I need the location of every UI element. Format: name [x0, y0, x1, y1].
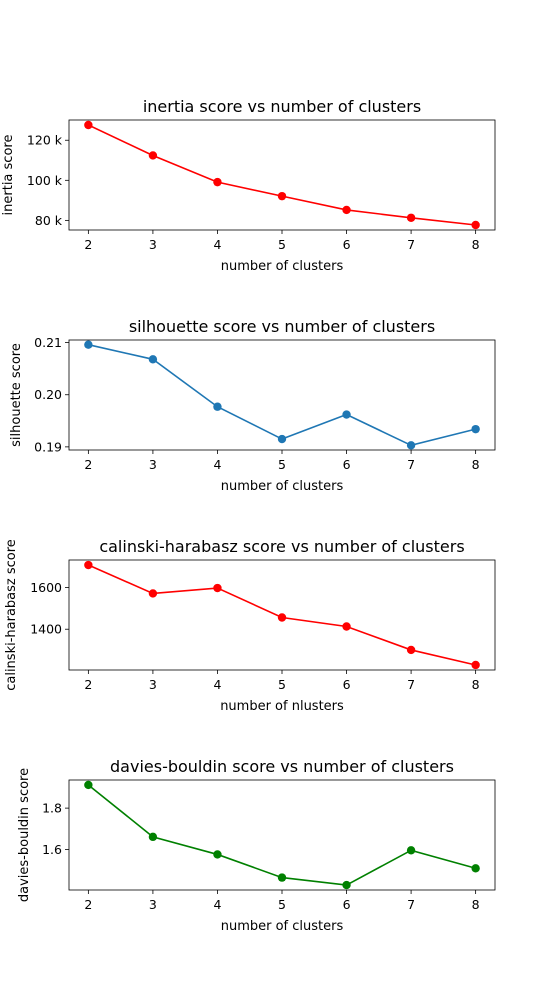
y-tick-label: 1.6: [42, 842, 62, 857]
x-tick-label: 5: [278, 457, 286, 472]
data-point: [342, 880, 351, 890]
data-point: [148, 151, 158, 160]
y-tick-label: 1400: [30, 622, 62, 637]
x-tick-label: 8: [472, 457, 480, 472]
x-tick-label: 7: [407, 457, 415, 472]
x-tick-label: 3: [149, 457, 157, 472]
plot-frame: [68, 339, 496, 451]
data-point: [277, 873, 287, 882]
data-point: [342, 622, 351, 631]
x-axis-label: number of clusters: [221, 479, 344, 494]
x-tick-label: 3: [149, 237, 157, 252]
data-point: [406, 213, 416, 222]
x-tick-label: 6: [343, 677, 351, 692]
data-point: [471, 660, 480, 670]
y-tick-label: 0.19: [34, 439, 62, 454]
x-tick-label: 8: [472, 897, 480, 912]
data-point: [213, 850, 222, 859]
x-tick-label: 8: [472, 677, 480, 692]
data-point: [84, 780, 93, 790]
x-tick-label: 4: [213, 677, 221, 692]
x-tick-label: 3: [149, 677, 157, 692]
plot-frame: [68, 559, 496, 671]
x-tick-label: 4: [213, 237, 221, 252]
y-axis-label: calinski-harabasz score: [4, 539, 19, 691]
y-tick-label: 0.20: [34, 387, 62, 402]
x-tick-label: 6: [343, 457, 351, 472]
data-point: [471, 220, 480, 230]
y-tick-label: 1.8: [42, 801, 62, 816]
series-line: [88, 124, 476, 226]
chart-title: davies-bouldin score vs number of cluste…: [110, 757, 454, 776]
data-point: [213, 402, 222, 411]
x-tick-label: 4: [213, 897, 221, 912]
data-point: [277, 613, 287, 622]
x-tick-label: 4: [213, 457, 221, 472]
data-point: [213, 583, 222, 593]
data-point: [148, 355, 158, 364]
plot-frame: [68, 779, 496, 891]
data-point: [277, 434, 287, 444]
x-tick-label: 7: [407, 237, 415, 252]
data-point: [148, 832, 158, 842]
y-axis-label: silhouette score: [9, 343, 24, 447]
x-tick-label: 6: [343, 237, 351, 252]
data-point: [471, 864, 480, 873]
x-tick-label: 5: [278, 677, 286, 692]
y-axis-label: inertia score: [1, 135, 16, 216]
data-point: [406, 645, 416, 655]
y-tick-label: 120 k: [27, 133, 63, 148]
series-line: [87, 784, 476, 886]
x-axis-label: number of clusters: [221, 259, 344, 274]
x-tick-label: 5: [278, 237, 286, 252]
data-point: [84, 340, 93, 349]
chart-title: silhouette score vs number of clusters: [129, 317, 435, 336]
x-tick-label: 6: [343, 897, 351, 912]
chart-title: calinski-harabasz score vs number of clu…: [99, 537, 464, 556]
chart-title: inertia score vs number of clusters: [143, 97, 421, 116]
y-tick-label: 100 k: [27, 173, 63, 188]
subplot-4: davies-bouldin score vs number of cluste…: [17, 757, 496, 934]
x-tick-label: 2: [84, 677, 92, 692]
x-axis-label: number of clusters: [221, 919, 344, 934]
data-point: [84, 120, 93, 130]
subplot-1: inertia score vs number of clusters 2 3 4 5 6…: [1, 97, 496, 274]
y-tick-label: 1600: [30, 580, 62, 595]
series-line: [88, 343, 476, 447]
y-tick-label: 80 k: [35, 213, 63, 228]
data-point: [277, 191, 287, 201]
plot-frame: [68, 119, 496, 231]
subplot-2: silhouette score vs number of clusters 2 3…: [9, 317, 496, 494]
data-point: [342, 205, 351, 215]
x-tick-label: 8: [472, 237, 480, 252]
x-tick-label: 3: [149, 897, 157, 912]
x-tick-label: 2: [84, 457, 92, 472]
x-tick-label: 2: [84, 897, 92, 912]
data-point: [213, 177, 222, 187]
x-axis-label: number of nlusters: [220, 699, 344, 714]
subplot-3: calinski-harabasz score vs number of clu…: [4, 537, 496, 714]
data-point: [342, 410, 351, 419]
y-tick-label: 0.21: [34, 335, 62, 350]
x-tick-label: 7: [407, 677, 415, 692]
x-tick-label: 2: [84, 237, 92, 252]
y-axis-label: davies-bouldin score: [17, 768, 32, 902]
data-point: [406, 846, 416, 855]
data-point: [148, 589, 158, 598]
data-point: [84, 560, 93, 570]
data-point: [471, 424, 480, 434]
x-tick-label: 5: [278, 897, 286, 912]
data-point: [406, 441, 416, 450]
x-tick-label: 7: [407, 897, 415, 912]
